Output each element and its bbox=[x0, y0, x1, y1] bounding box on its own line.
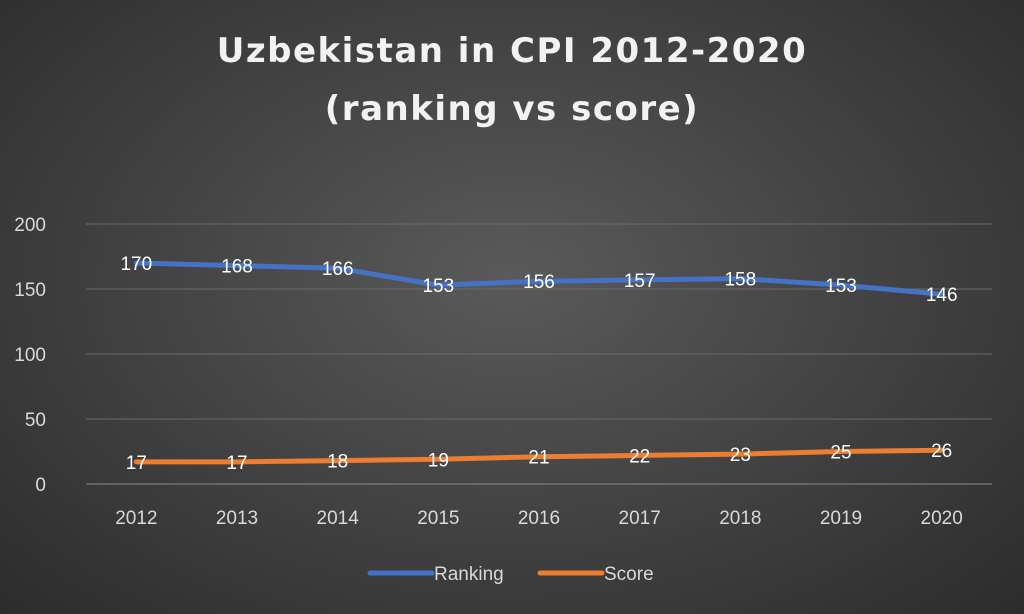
y-tick-label: 150 bbox=[14, 280, 46, 301]
data-label-ranking: 153 bbox=[825, 276, 857, 297]
x-tick-label: 2015 bbox=[417, 508, 459, 529]
data-label-score: 19 bbox=[428, 450, 449, 471]
legend-label-score: Score bbox=[604, 564, 654, 585]
x-tick-label: 2017 bbox=[619, 508, 661, 529]
data-labels: 170 168 166 153 156 157 158 153 146 17 17 18 19 21 22 2… bbox=[120, 254, 957, 474]
data-label-score: 25 bbox=[830, 443, 851, 464]
chart-title-line-1: Uzbekistan in CPI 2012-2020 bbox=[217, 31, 807, 71]
legend-label-ranking: Ranking bbox=[434, 564, 504, 585]
data-label-ranking: 168 bbox=[221, 257, 253, 278]
x-tick-label: 2018 bbox=[719, 508, 761, 529]
data-label-score: 23 bbox=[730, 445, 751, 466]
data-label-ranking: 153 bbox=[422, 276, 454, 297]
data-label-ranking: 170 bbox=[120, 254, 152, 275]
data-label-score: 26 bbox=[931, 441, 952, 462]
data-label-ranking: 157 bbox=[624, 271, 656, 292]
x-tick-label: 2020 bbox=[921, 508, 963, 529]
y-tick-label: 100 bbox=[14, 345, 46, 366]
data-label-ranking: 158 bbox=[724, 270, 756, 291]
chart-title-line-2: (ranking vs score) bbox=[325, 89, 699, 129]
data-label-ranking: 166 bbox=[322, 259, 354, 280]
x-tick-label: 2012 bbox=[115, 508, 157, 529]
y-tick-label: 200 bbox=[14, 215, 46, 236]
y-tick-label: 0 bbox=[35, 475, 46, 496]
legend: Ranking Score bbox=[367, 564, 654, 585]
x-tick-label: 2014 bbox=[317, 508, 360, 529]
x-tick-label: 2019 bbox=[820, 508, 862, 529]
series-line-score bbox=[133, 447, 945, 465]
y-axis: 0 50 100 150 200 bbox=[14, 215, 46, 496]
x-tick-label: 2013 bbox=[216, 508, 258, 529]
x-tick-label: 2016 bbox=[518, 508, 560, 529]
series-line-ranking bbox=[133, 260, 945, 297]
data-label-ranking: 146 bbox=[926, 285, 958, 306]
y-tick-label: 50 bbox=[25, 410, 46, 431]
data-label-score: 17 bbox=[226, 453, 247, 474]
series-lines bbox=[133, 260, 945, 465]
data-label-ranking: 156 bbox=[523, 272, 555, 293]
data-label-score: 22 bbox=[629, 446, 650, 467]
data-label-score: 18 bbox=[327, 452, 348, 473]
gridlines bbox=[86, 223, 992, 485]
data-label-score: 21 bbox=[528, 448, 549, 469]
data-label-score: 17 bbox=[126, 453, 147, 474]
x-axis: 2012 2013 2014 2015 2016 2017 2018 2019 2020 bbox=[115, 508, 963, 529]
